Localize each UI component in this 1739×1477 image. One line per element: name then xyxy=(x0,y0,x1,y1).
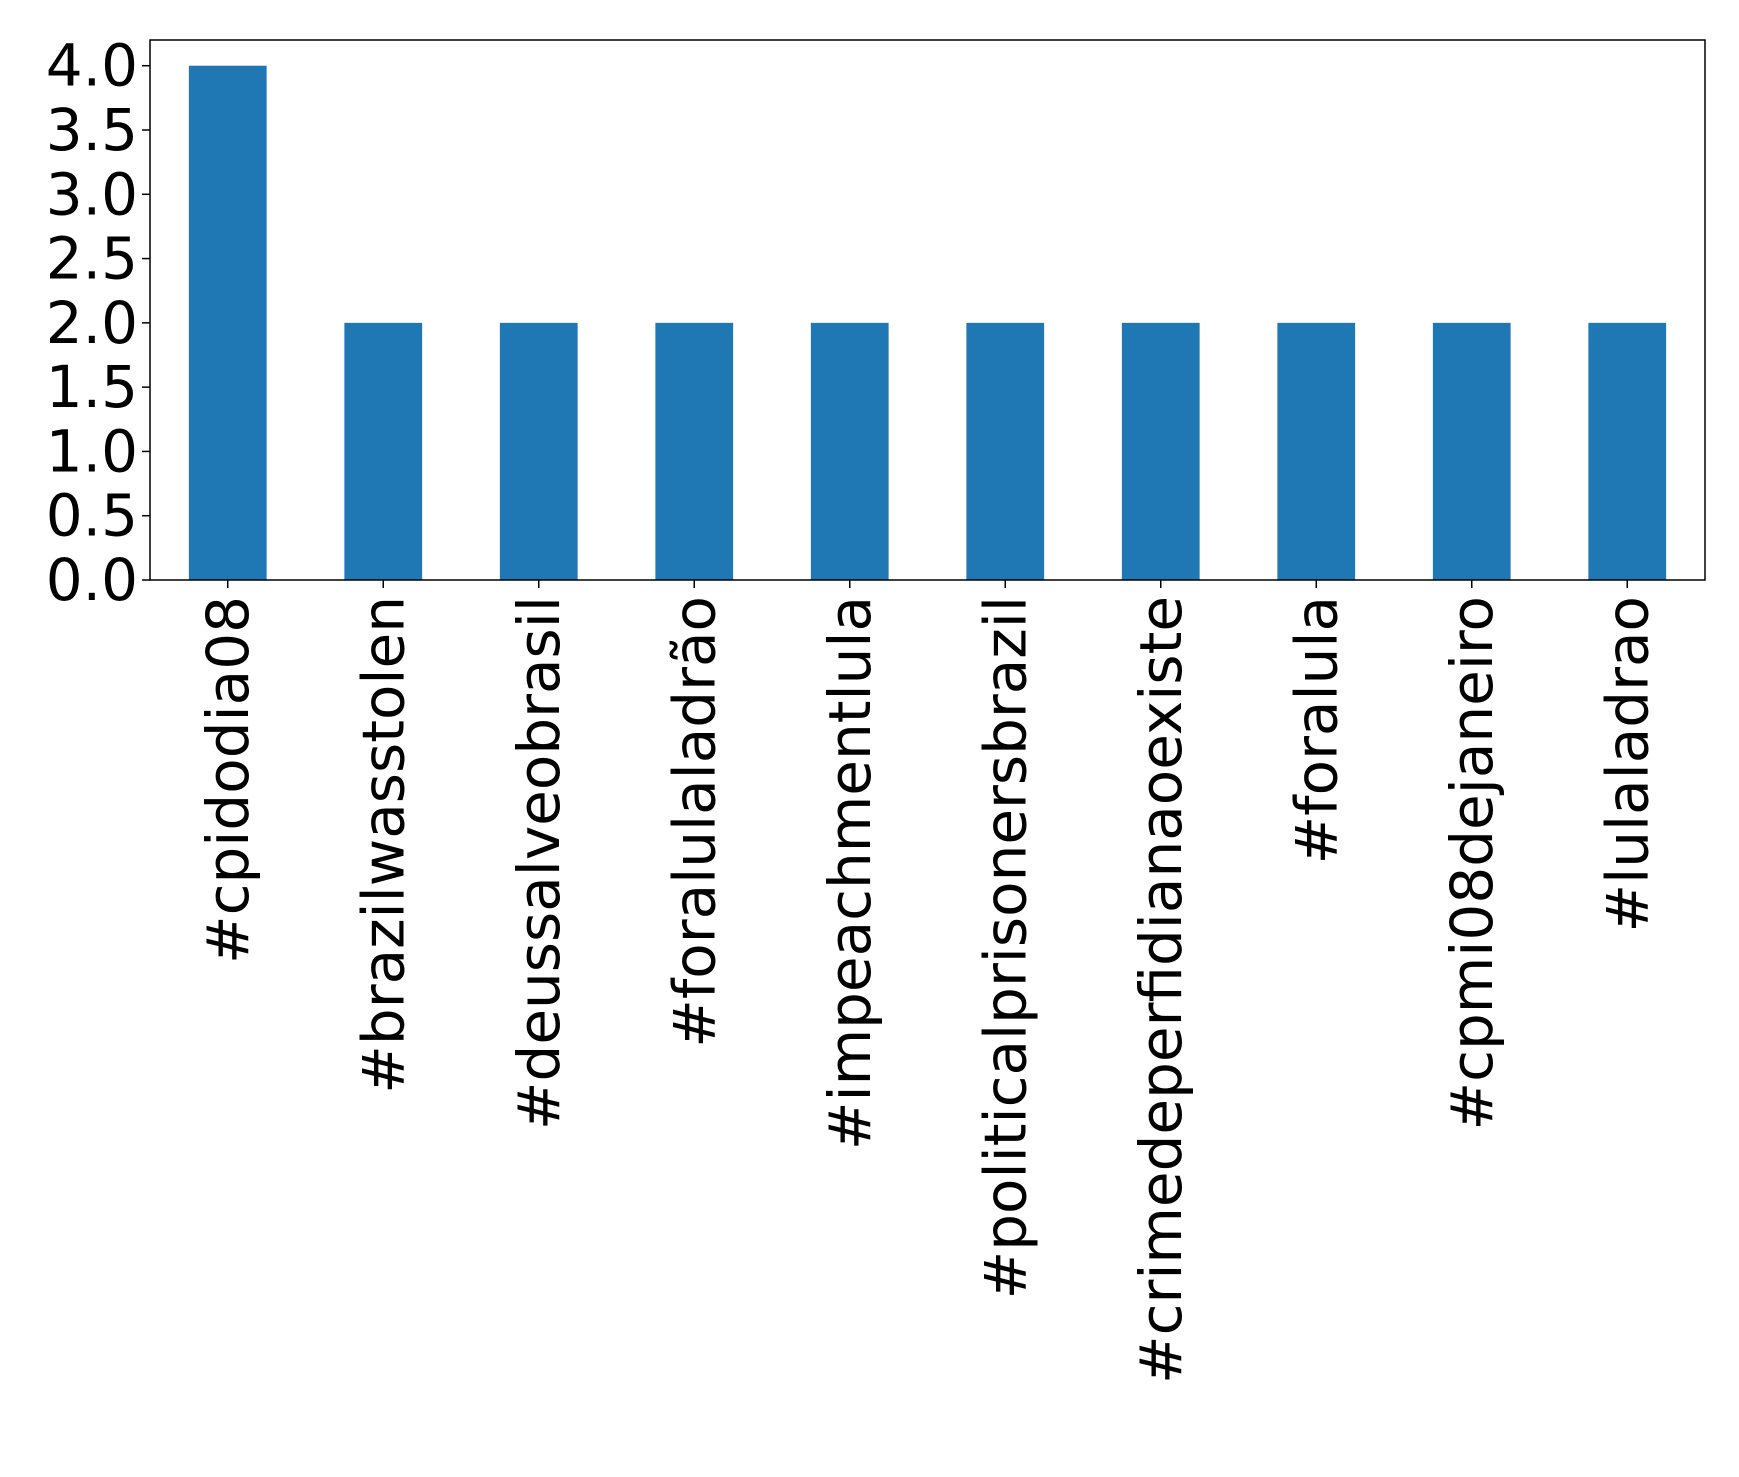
y-tick-label-0: 0.0 xyxy=(46,546,138,614)
x-tick-label-1: #brazilwasstolen xyxy=(349,596,417,1094)
bar-6 xyxy=(1121,322,1200,580)
x-tick-label-4: #impeachmentlula xyxy=(816,596,884,1150)
y-tick-label-8: 4.0 xyxy=(46,32,138,100)
bar-8 xyxy=(1432,322,1511,580)
bar-4 xyxy=(810,322,889,580)
x-tick-label-7: #foralula xyxy=(1282,596,1350,864)
x-tick-label-2: #deussalveobrasil xyxy=(505,596,573,1130)
bar-0 xyxy=(188,65,267,580)
y-tick-label-6: 3.0 xyxy=(46,160,138,228)
y-tick-label-1: 0.5 xyxy=(46,482,138,550)
y-tick-label-4: 2.0 xyxy=(46,289,138,357)
x-tick-label-6: #crimedeperfidianaoexiste xyxy=(1127,596,1195,1384)
x-tick-label-8: #cpmi08dejaneiro xyxy=(1438,596,1506,1131)
plot-area-frame xyxy=(149,39,1706,581)
y-tick-label-7: 3.5 xyxy=(46,96,138,164)
bar-2 xyxy=(499,322,578,580)
bar-1 xyxy=(344,322,423,580)
bar-5 xyxy=(966,322,1045,580)
bars-layer xyxy=(188,65,1667,580)
y-tick-label-2: 1.0 xyxy=(46,417,138,485)
y-axis: 0.00.51.01.52.02.53.03.54.0 xyxy=(46,32,150,614)
x-tick-label-9: #lulaladrao xyxy=(1593,596,1661,932)
bar-9 xyxy=(1588,322,1667,580)
x-tick-label-5: #politicalprisonersbrazil xyxy=(971,596,1039,1299)
x-tick-label-3: #foralulaladrão xyxy=(660,596,728,1048)
x-tick-label-0: #cpidodia08 xyxy=(194,596,262,964)
y-tick-label-5: 2.5 xyxy=(46,225,138,293)
bar-7 xyxy=(1277,322,1356,580)
x-axis: #cpidodia08 #brazilwasstolen #deussalveobr… xyxy=(194,580,1661,1384)
y-tick-label-3: 1.5 xyxy=(46,353,138,421)
bar-3 xyxy=(655,322,734,580)
